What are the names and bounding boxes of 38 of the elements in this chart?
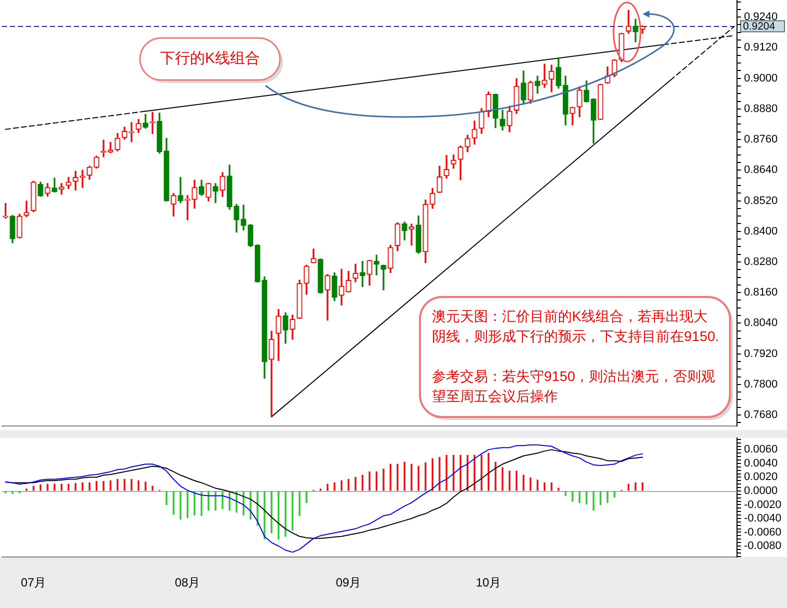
y-tick-label: 0.8280 bbox=[744, 256, 778, 268]
y-tick-label: 0.0020 bbox=[744, 471, 778, 484]
y-tick-label: 0.8160 bbox=[744, 286, 778, 299]
y-tick-label: 0.9000 bbox=[744, 72, 778, 84]
candlestick bbox=[542, 64, 548, 88]
candlestick bbox=[178, 176, 184, 204]
y-tick-label: -0.0040 bbox=[744, 512, 782, 525]
candlestick bbox=[72, 170, 78, 190]
y-tick-label: 0.8880 bbox=[744, 102, 778, 115]
y-tick-label: 0.8400 bbox=[744, 225, 778, 238]
y-tick-label: 0.0000 bbox=[744, 484, 778, 497]
candlestick bbox=[360, 260, 366, 288]
y-tick-label: 0.7920 bbox=[744, 348, 778, 360]
y-tick-label: -0.0020 bbox=[744, 498, 782, 511]
y-tick-label: 0.8640 bbox=[744, 164, 778, 176]
x-tick-label: 09月 bbox=[336, 576, 362, 590]
annotation: 澳元天图：汇价目前的K线组合，若再出现大阴线，则形成下行的预示，下支持目前在9150. bbox=[432, 308, 720, 344]
y-tick-label: 0.7680 bbox=[744, 409, 778, 422]
annotation: 参考交易：若失守9150，则沽出澳元，否则观望至周五会议后操作 bbox=[432, 368, 716, 404]
ref-line-label: 0.9204 bbox=[743, 20, 776, 33]
candlestick bbox=[374, 254, 380, 276]
y-tick-label: 0.8760 bbox=[744, 134, 778, 146]
y-tick-label: -0.0060 bbox=[744, 526, 782, 538]
candlestick bbox=[268, 330, 274, 418]
y-tick-label: 0.9120 bbox=[744, 42, 778, 54]
y-tick-label: 0.0060 bbox=[744, 444, 778, 456]
y-tick-label: -0.0080 bbox=[744, 540, 782, 552]
x-tick-label: 08月 bbox=[174, 576, 200, 590]
y-tick-label: 0.8520 bbox=[744, 194, 778, 207]
y-tick-label: 0.0040 bbox=[744, 457, 778, 470]
candlestick bbox=[24, 200, 30, 218]
annotation: 下行的K线组合 bbox=[160, 50, 260, 68]
x-tick-label: 10月 bbox=[476, 576, 502, 590]
y-tick-label: 0.7800 bbox=[744, 378, 778, 390]
y-tick-label: 0.8040 bbox=[744, 317, 778, 330]
x-tick-label: 07月 bbox=[20, 576, 46, 590]
y-tick-label: 0.9240 bbox=[744, 11, 778, 24]
candlestick bbox=[380, 264, 386, 290]
